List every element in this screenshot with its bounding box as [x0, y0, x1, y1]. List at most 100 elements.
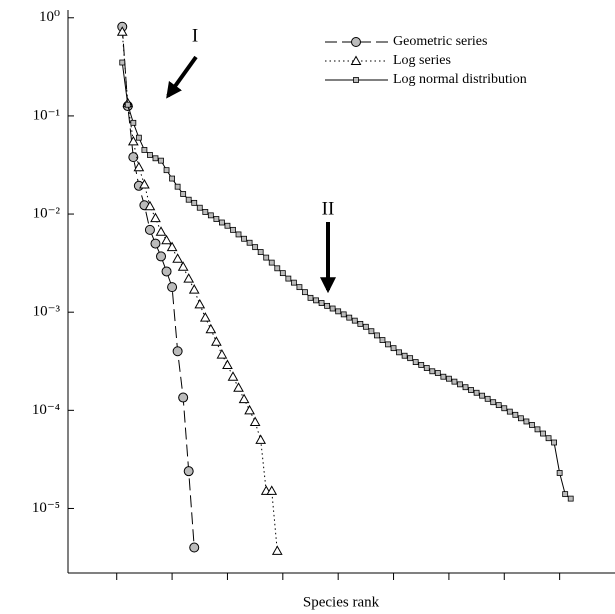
marker [545, 435, 552, 442]
marker [302, 289, 308, 296]
marker [219, 219, 225, 226]
y-tick-label: 10⁻³ [33, 304, 61, 320]
marker [468, 387, 474, 393]
legend-label: Log series [393, 53, 451, 68]
marker [457, 381, 463, 388]
marker [440, 373, 447, 380]
marker [174, 183, 181, 190]
marker [156, 251, 167, 262]
x-axis-label: Species rank [303, 594, 380, 610]
marker [116, 26, 128, 36]
marker [238, 393, 250, 404]
marker [268, 259, 275, 266]
marker [235, 231, 242, 238]
marker [324, 302, 331, 309]
marker [340, 311, 347, 318]
marker [130, 119, 137, 126]
marker [279, 270, 286, 277]
marker [167, 282, 178, 293]
marker [172, 346, 183, 357]
marker [161, 266, 172, 277]
marker [379, 337, 386, 343]
marker [224, 222, 231, 229]
legend-marker [351, 37, 361, 47]
y-tick-label: 10⁻⁴ [32, 402, 60, 418]
marker [385, 341, 391, 348]
marker [249, 416, 261, 427]
marker [313, 297, 319, 304]
marker [374, 332, 380, 339]
marker [166, 241, 178, 252]
marker [189, 542, 200, 553]
marker [362, 323, 369, 330]
annotation: II [322, 198, 335, 219]
marker [290, 279, 297, 286]
annotation: I [192, 25, 198, 46]
marker [512, 411, 519, 418]
marker [285, 275, 292, 282]
marker [188, 284, 200, 294]
marker [196, 204, 203, 211]
marker [540, 430, 546, 437]
legend-label: Geometric series [393, 34, 487, 49]
marker [407, 355, 414, 362]
marker [185, 196, 192, 203]
marker [178, 392, 189, 403]
marker [517, 415, 524, 422]
marker [147, 152, 153, 158]
marker [556, 470, 563, 476]
marker [207, 212, 214, 219]
marker [506, 408, 513, 415]
marker [368, 328, 375, 335]
marker [205, 323, 217, 334]
marker [329, 305, 336, 312]
marker [169, 175, 175, 182]
marker [451, 378, 458, 385]
marker [135, 134, 142, 141]
marker [479, 392, 486, 399]
marker [274, 265, 281, 272]
marker [318, 300, 325, 306]
marker [128, 152, 139, 163]
marker [396, 349, 402, 356]
marker [462, 384, 469, 391]
marker [141, 147, 148, 153]
marker [241, 235, 247, 242]
y-tick-label: 10⁻¹ [33, 107, 60, 123]
marker [266, 485, 278, 495]
marker [473, 389, 480, 396]
marker [180, 191, 187, 197]
marker [357, 320, 364, 327]
marker [199, 312, 211, 322]
marker [490, 399, 497, 406]
marker [307, 294, 314, 301]
marker [139, 178, 150, 189]
marker [158, 157, 164, 164]
marker [429, 368, 436, 375]
marker [213, 216, 220, 222]
marker [523, 418, 530, 425]
marker [133, 161, 145, 172]
marker [119, 59, 126, 66]
marker [534, 426, 541, 433]
legend-marker [350, 55, 362, 65]
y-tick-label: 10⁰ [39, 9, 60, 25]
marker [172, 253, 183, 263]
marker [177, 261, 189, 271]
marker [163, 167, 170, 174]
y-tick-label: 10⁻² [33, 205, 61, 221]
marker [150, 212, 161, 223]
marker [227, 371, 239, 381]
marker [202, 209, 209, 215]
marker [351, 317, 358, 324]
marker [252, 244, 259, 251]
legend-label: Log normal distribution [393, 72, 527, 87]
marker [150, 238, 161, 249]
marker [144, 224, 155, 235]
marker [567, 495, 574, 502]
marker [501, 405, 508, 412]
marker [401, 352, 408, 359]
marker [529, 422, 535, 428]
marker [562, 491, 569, 498]
